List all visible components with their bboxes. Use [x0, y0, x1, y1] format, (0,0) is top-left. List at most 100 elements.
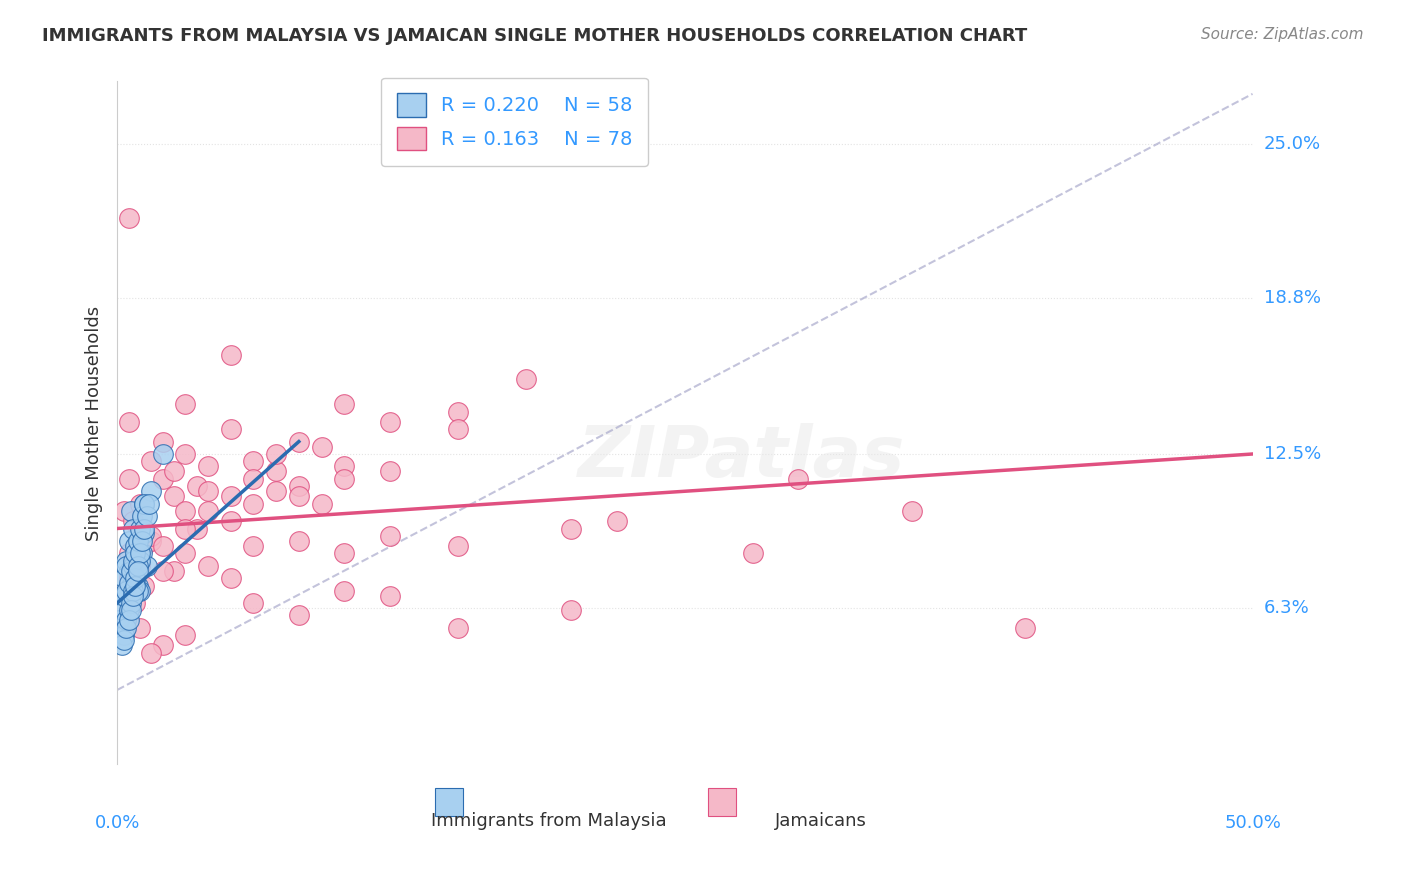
- Point: [135, 558, 157, 573]
- Point: [163, 489, 186, 503]
- Text: 6.3%: 6.3%: [1264, 599, 1309, 617]
- Point: [152, 564, 174, 578]
- Point: [124, 571, 146, 585]
- Point: [128, 554, 150, 568]
- Point: [120, 603, 142, 617]
- Point: [115, 558, 138, 573]
- Point: [174, 521, 197, 535]
- Point: [606, 514, 628, 528]
- Point: [138, 497, 160, 511]
- Point: [141, 533, 163, 548]
- Point: [108, 614, 131, 628]
- Point: [131, 533, 153, 548]
- Point: [163, 564, 186, 578]
- Point: [124, 579, 146, 593]
- Point: [117, 211, 139, 225]
- Point: [152, 447, 174, 461]
- Point: [117, 533, 139, 548]
- Text: ZIPatlas: ZIPatlas: [578, 423, 905, 491]
- Text: Immigrants from Malaysia: Immigrants from Malaysia: [430, 813, 666, 830]
- Point: [242, 497, 264, 511]
- Point: [117, 596, 139, 610]
- Point: [122, 514, 145, 528]
- Point: [122, 583, 145, 598]
- Point: [115, 614, 138, 628]
- Point: [219, 514, 242, 528]
- Point: [174, 504, 197, 518]
- Point: [112, 621, 135, 635]
- Point: [333, 472, 356, 486]
- Point: [378, 589, 401, 603]
- Point: [197, 558, 219, 573]
- Point: [115, 554, 138, 568]
- Point: [333, 397, 356, 411]
- Point: [124, 596, 146, 610]
- Point: [112, 628, 135, 642]
- Point: [134, 539, 156, 553]
- Point: [112, 571, 135, 585]
- Point: [122, 558, 145, 573]
- Point: [128, 546, 150, 560]
- Point: [122, 589, 145, 603]
- Point: [128, 521, 150, 535]
- Point: [152, 638, 174, 652]
- Point: [115, 583, 138, 598]
- Point: [134, 579, 156, 593]
- Point: [131, 509, 153, 524]
- Point: [134, 521, 156, 535]
- Point: [128, 558, 150, 573]
- Point: [787, 472, 810, 486]
- Legend: R = 0.220    N = 58, R = 0.163    N = 78: R = 0.220 N = 58, R = 0.163 N = 78: [381, 78, 648, 166]
- Point: [135, 509, 157, 524]
- Point: [174, 397, 197, 411]
- Point: [333, 546, 356, 560]
- Point: [124, 546, 146, 560]
- Text: Source: ZipAtlas.com: Source: ZipAtlas.com: [1201, 27, 1364, 42]
- Point: [127, 533, 149, 548]
- Point: [219, 571, 242, 585]
- Point: [120, 504, 142, 518]
- Point: [141, 646, 163, 660]
- Point: [264, 484, 287, 499]
- Y-axis label: Single Mother Households: Single Mother Households: [86, 305, 103, 541]
- Point: [141, 484, 163, 499]
- Point: [1014, 621, 1036, 635]
- Point: [112, 504, 135, 518]
- Point: [447, 405, 470, 419]
- Point: [333, 583, 356, 598]
- Point: [117, 571, 139, 585]
- Point: [264, 447, 287, 461]
- Point: [127, 583, 149, 598]
- Point: [174, 628, 197, 642]
- Point: [242, 472, 264, 486]
- Bar: [707, 789, 735, 815]
- Point: [447, 621, 470, 635]
- Point: [112, 589, 135, 603]
- Point: [242, 539, 264, 553]
- Bar: [434, 789, 464, 815]
- Point: [152, 472, 174, 486]
- Point: [124, 571, 146, 585]
- Text: IMMIGRANTS FROM MALAYSIA VS JAMAICAN SINGLE MOTHER HOUSEHOLDS CORRELATION CHART: IMMIGRANTS FROM MALAYSIA VS JAMAICAN SIN…: [42, 27, 1028, 45]
- Point: [117, 614, 139, 628]
- Point: [186, 479, 208, 493]
- Point: [124, 539, 146, 553]
- Point: [120, 579, 142, 593]
- Point: [134, 497, 156, 511]
- Point: [901, 504, 924, 518]
- Point: [112, 633, 135, 648]
- Point: [128, 497, 150, 511]
- Point: [560, 521, 582, 535]
- Point: [264, 464, 287, 478]
- Point: [288, 608, 311, 623]
- Point: [311, 440, 333, 454]
- Point: [197, 484, 219, 499]
- Point: [378, 529, 401, 543]
- Point: [115, 621, 138, 635]
- Point: [122, 521, 145, 535]
- Point: [134, 526, 156, 541]
- Point: [128, 621, 150, 635]
- Point: [124, 583, 146, 598]
- Point: [186, 521, 208, 535]
- Point: [378, 464, 401, 478]
